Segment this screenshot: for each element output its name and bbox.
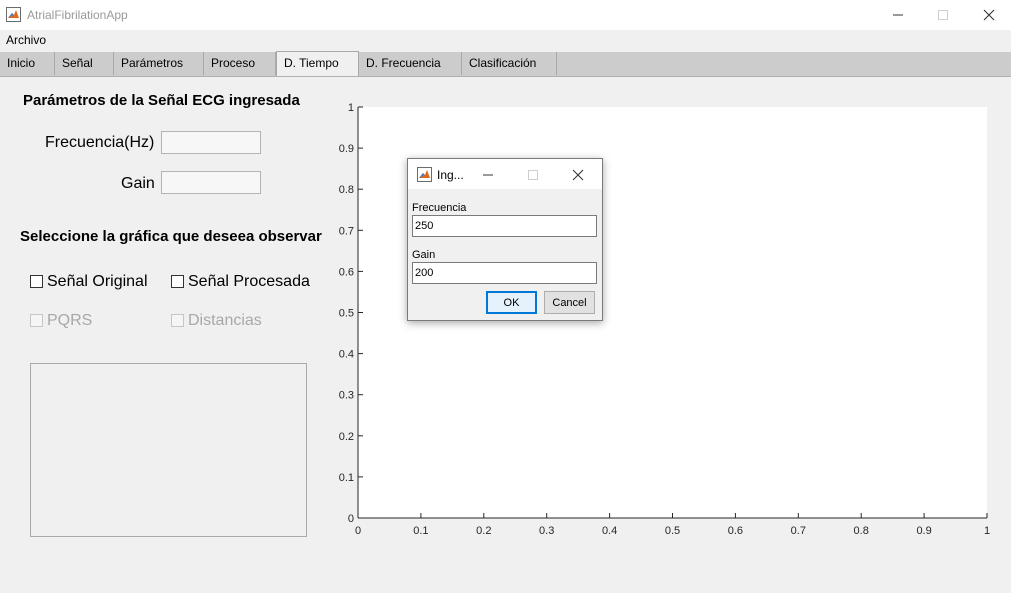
input-dialog: Ing... Frecuencia Gain OK Cancel [407, 158, 603, 321]
maximize-button[interactable] [920, 0, 966, 30]
info-listbox[interactable] [30, 363, 307, 537]
frecuencia-label: Frecuencia(Hz) [45, 134, 155, 151]
y-tick-label: 1 [348, 102, 354, 114]
pqrs-label: PQRS [47, 312, 93, 329]
x-tick-label: 0.9 [916, 525, 931, 537]
distancias-checkbox [171, 314, 184, 327]
close-button[interactable] [966, 0, 1011, 30]
senal-procesada-checkbox[interactable] [171, 275, 184, 288]
y-tick-label: 0.8 [339, 184, 354, 196]
matlab-app-icon [6, 7, 21, 22]
dialog-gain-label: Gain [412, 249, 436, 261]
x-tick-label: 0.8 [854, 525, 869, 537]
gain-field[interactable] [161, 171, 261, 194]
tab-parametros[interactable]: Parámetros [114, 52, 204, 75]
senal-original-label[interactable]: Señal Original [47, 273, 148, 290]
y-tick-label: 0 [348, 513, 354, 525]
tab-d-frecuencia[interactable]: D. Frecuencia [359, 52, 462, 75]
window-titlebar: AtrialFibrilationApp [0, 0, 1011, 30]
dialog-minimize-button[interactable] [482, 168, 496, 180]
dialog-titlebar: Ing... [408, 159, 602, 189]
tab-proceso[interactable]: Proceso [204, 52, 276, 75]
y-tick-label: 0.7 [339, 225, 354, 237]
tab-clasificacion[interactable]: Clasificación [462, 52, 557, 75]
x-tick-label: 0.4 [602, 525, 617, 537]
y-tick-label: 0.6 [339, 266, 354, 278]
select-graph-heading: Seleccione la gráfica que deseea observa… [20, 228, 322, 245]
x-tick-label: 0.2 [476, 525, 491, 537]
senal-procesada-label[interactable]: Señal Procesada [188, 273, 310, 290]
x-tick-label: 0 [355, 525, 361, 537]
y-tick-label: 0.5 [339, 308, 354, 320]
dialog-title: Ing... [437, 168, 464, 182]
ok-button[interactable]: OK [486, 291, 537, 314]
menu-bar: Archivo [0, 30, 1011, 51]
senal-original-checkbox[interactable] [30, 275, 43, 288]
minimize-icon [893, 14, 903, 16]
x-tick-label: 0.6 [728, 525, 743, 537]
pqrs-checkbox [30, 314, 43, 327]
dialog-close-button[interactable] [572, 168, 586, 181]
x-tick-label: 0.5 [665, 525, 680, 537]
dialog-frecuencia-label: Frecuencia [412, 202, 467, 214]
close-icon [572, 169, 584, 181]
params-heading: Parámetros de la Señal ECG ingresada [23, 92, 300, 109]
tab-senal[interactable]: Señal [55, 52, 114, 75]
distancias-label: Distancias [188, 312, 262, 329]
dialog-maximize-button[interactable] [527, 168, 541, 180]
menu-archivo[interactable]: Archivo [6, 33, 47, 47]
cancel-button[interactable]: Cancel [544, 291, 595, 314]
minimize-icon [483, 174, 493, 176]
x-tick-label: 1 [984, 525, 990, 537]
maximize-icon [528, 170, 538, 180]
x-tick-label: 0.7 [791, 525, 806, 537]
y-tick-label: 0.1 [339, 472, 354, 484]
x-tick-label: 0.3 [539, 525, 554, 537]
y-tick-label: 0.3 [339, 390, 354, 402]
tab-d-tiempo[interactable]: D. Tiempo [276, 51, 359, 76]
frecuencia-field[interactable] [161, 131, 261, 154]
maximize-icon [938, 10, 948, 20]
x-tick-label: 0.1 [413, 525, 428, 537]
dialog-frecuencia-input[interactable] [412, 215, 597, 237]
tab-strip: Inicio Señal Parámetros Proceso D. Tiemp… [0, 51, 1011, 77]
matlab-dialog-icon [417, 167, 432, 182]
dialog-gain-input[interactable] [412, 262, 597, 284]
y-tick-label: 0.4 [339, 349, 354, 361]
y-tick-label: 0.9 [339, 143, 354, 155]
minimize-button[interactable] [875, 0, 921, 30]
tab-inicio[interactable]: Inicio [0, 52, 55, 75]
window-title: AtrialFibrilationApp [27, 8, 128, 22]
gain-label: Gain [121, 175, 155, 192]
y-tick-label: 0.2 [339, 431, 354, 443]
close-icon [983, 9, 995, 21]
